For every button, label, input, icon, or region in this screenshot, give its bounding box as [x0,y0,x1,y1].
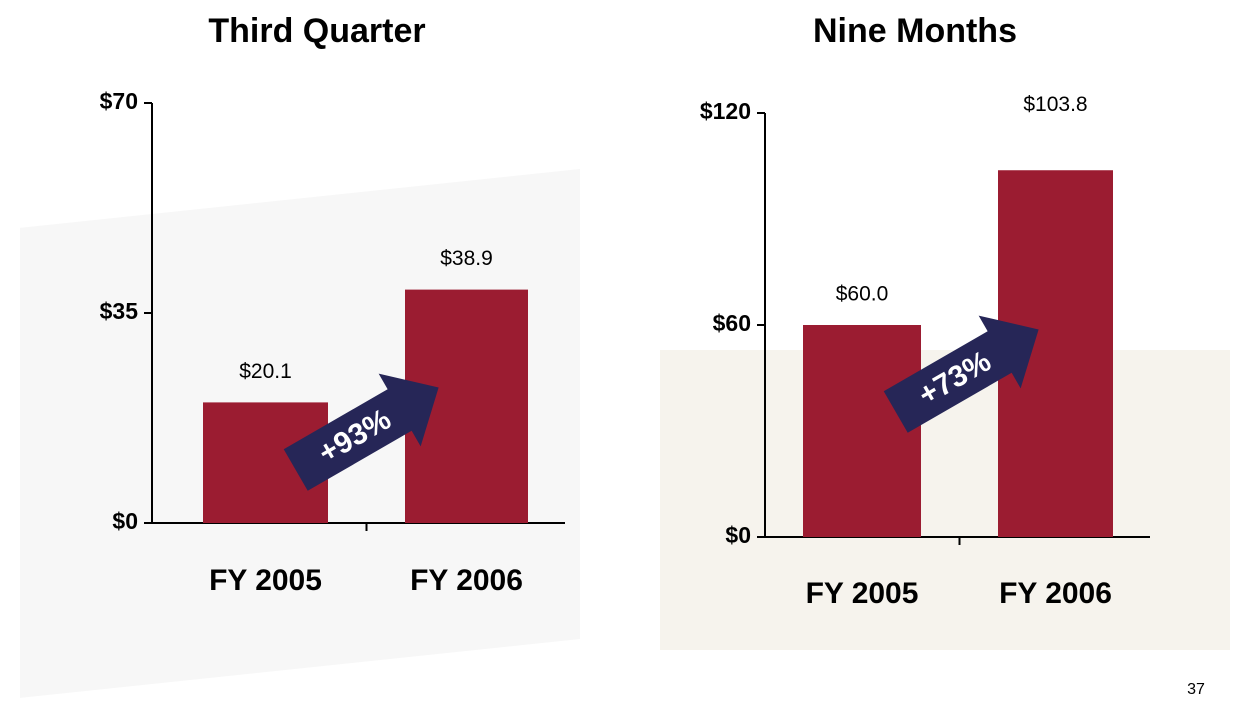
chart-title: Nine Months [813,12,1017,50]
y-tick-label: $0 [725,522,751,548]
value-label: $38.9 [440,247,493,270]
x-tick-label: FY 2006 [999,577,1112,610]
x-tick-label: FY 2005 [209,564,322,597]
y-tick-label: $60 [713,310,751,336]
value-label: $20.1 [239,360,292,383]
value-label: $103.8 [1023,93,1087,116]
y-tick-label: $0 [112,508,138,534]
chart-title: Third Quarter [208,12,425,50]
value-label: $60.0 [836,283,889,306]
page-number: 37 [1187,681,1205,698]
x-tick-label: FY 2006 [410,564,523,597]
y-tick-label: $35 [100,298,139,324]
y-tick-label: $70 [100,88,138,114]
x-tick-label: FY 2005 [806,577,919,610]
slide: 37 Third Quarter $0 $35 $70 $20.1 FY 2005 $38.… [0,0,1246,721]
y-tick-label: $120 [700,98,751,124]
bar [803,325,921,537]
